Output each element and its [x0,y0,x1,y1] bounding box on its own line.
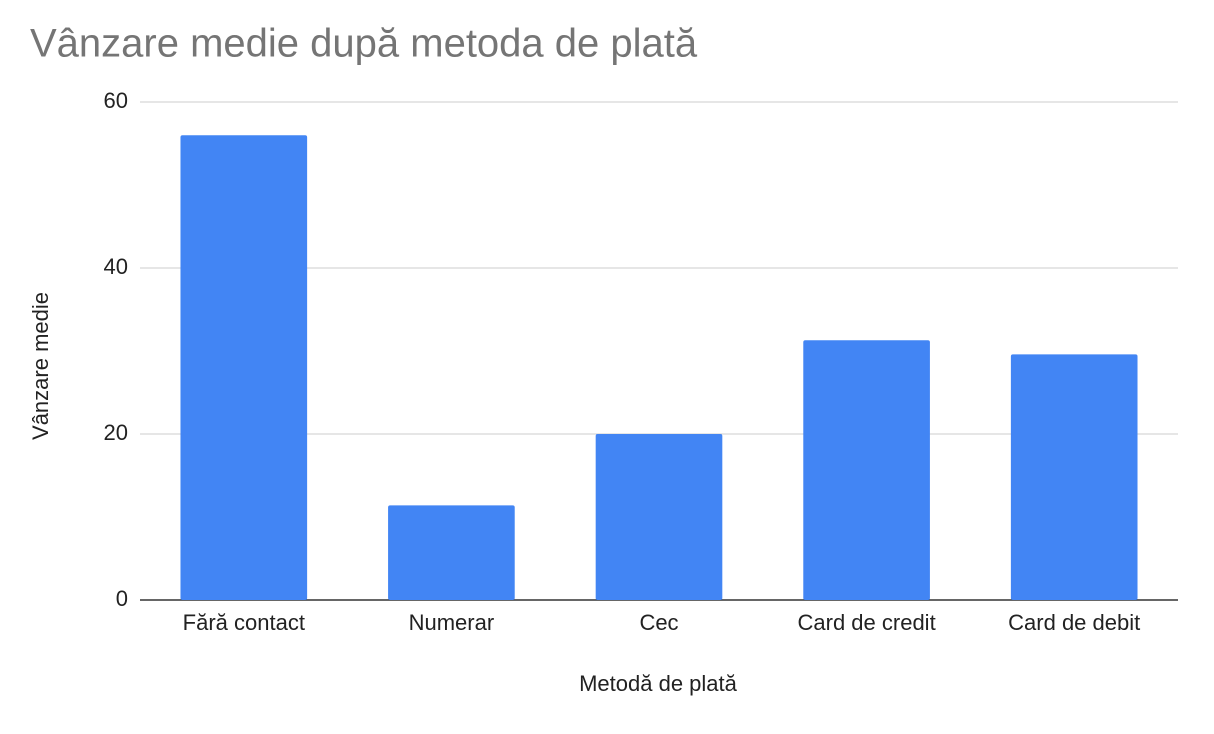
bar [1010,354,1138,600]
x-tick-label: Card de credit [798,610,936,635]
y-tick-label: 0 [116,586,128,611]
x-axis-title: Metodă de plată [579,671,738,696]
bar [388,505,515,600]
x-tick-label: Fără contact [183,610,305,635]
bar [803,340,930,600]
x-tick-label: Cec [639,610,678,635]
y-tick-label: 20 [104,420,128,445]
y-tick-label: 60 [104,88,128,113]
y-axis-title: Vânzare medie [28,292,53,440]
bar [595,434,723,600]
chart-title: Vânzare medie după metoda de plată [30,22,698,66]
x-tick-label: Card de debit [1008,610,1140,635]
y-tick-label: 40 [104,254,128,279]
bar [180,135,308,600]
x-tick-label: Numerar [409,610,495,635]
